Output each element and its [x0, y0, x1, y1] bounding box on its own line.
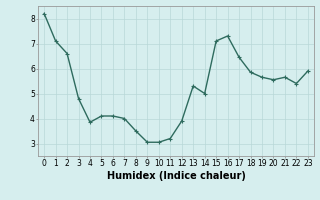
X-axis label: Humidex (Indice chaleur): Humidex (Indice chaleur)	[107, 171, 245, 181]
